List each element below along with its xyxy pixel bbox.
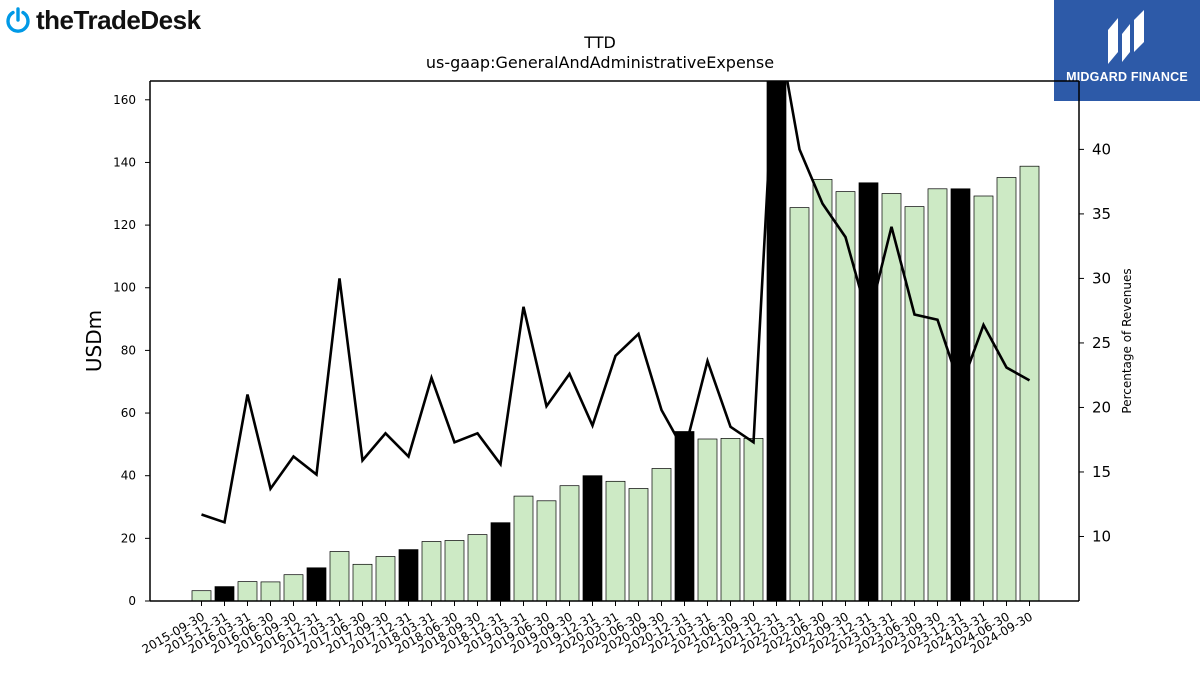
y-tick-label: 120 [113,218,136,232]
bar [743,438,764,602]
y2-tick-label: 10 [1092,527,1111,545]
y-tick-label: 40 [121,469,136,483]
bar [651,468,672,602]
y-tick-label: 80 [121,343,136,357]
badge-label: MIDGARD FINANCE [1066,70,1188,84]
bar [858,182,879,602]
bar [352,563,373,602]
bar [421,541,442,602]
brand-logo: theTradeDesk [4,4,201,36]
y-tick-label: 0 [128,594,136,608]
bar [789,207,810,602]
bar [513,495,534,602]
y-axis-label: USDm [82,310,106,372]
bar [697,438,718,602]
bar [559,485,580,602]
bar [191,590,212,602]
bar [237,581,258,602]
bar [467,534,488,602]
bar [605,480,626,602]
y2-tick-label: 20 [1092,398,1111,416]
y2-axis-label: Percentage of Revenues [1120,268,1134,413]
bar [375,556,396,602]
bar [950,188,971,602]
bar [1019,165,1040,602]
chart-subtitle: us-gaap:GeneralAndAdministrativeExpense [425,53,775,72]
chart-title: TTD [584,33,616,52]
y-tick-label: 100 [113,281,136,295]
bar [490,522,511,602]
bar [674,431,695,602]
bar [260,581,281,602]
bar [306,567,327,602]
percentage-line [201,81,1031,525]
bar [582,475,603,602]
midgard-logo-icon [1108,10,1144,64]
bar [720,438,741,602]
y2-tick-label: 40 [1092,140,1111,158]
bar [835,191,856,602]
logo-text: theTradeDesk [36,4,201,35]
y-tick-label: 140 [113,155,136,169]
y2-tick-label: 30 [1092,269,1111,287]
bar [214,586,235,602]
bar [536,500,557,602]
bar [628,488,649,602]
bar [812,179,833,602]
bar [444,540,465,602]
y-tick-label: 20 [121,531,136,545]
bar [283,574,304,602]
power-icon [6,7,30,33]
y2-tick-label: 25 [1092,334,1111,352]
y2-tick-label: 35 [1092,205,1111,223]
bar [329,551,350,602]
bar [927,188,948,602]
bar [904,206,925,602]
bar [973,195,994,602]
y2-tick-label: 15 [1092,463,1111,481]
y-tick-label: 160 [113,93,136,107]
bar [996,177,1017,602]
bar [398,549,419,602]
y-tick-label: 60 [121,406,136,420]
